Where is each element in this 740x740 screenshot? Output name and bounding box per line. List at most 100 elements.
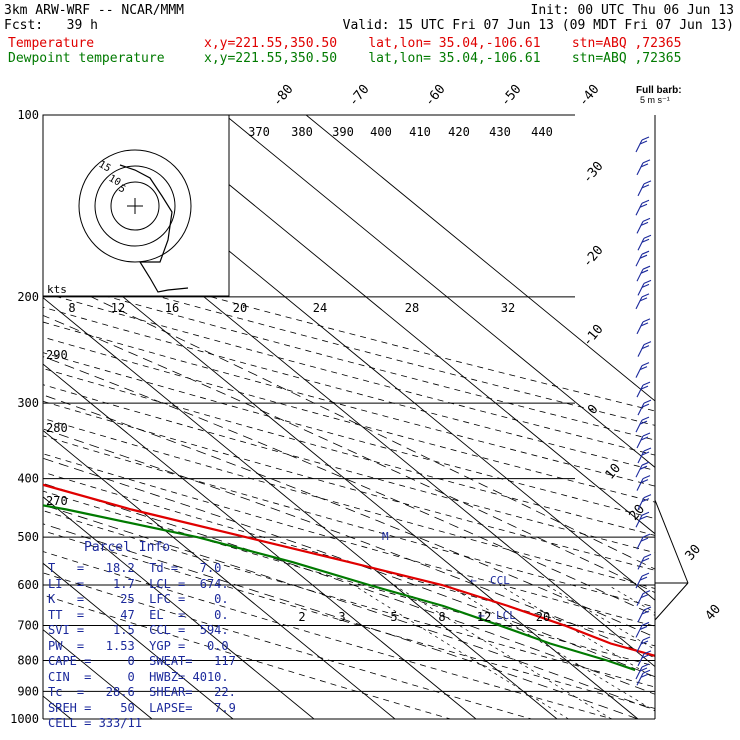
pressure-tick-label: 900 — [17, 684, 39, 698]
wind-barb-flag — [643, 494, 652, 499]
wind-barb-flag — [641, 557, 650, 562]
wind-barb — [637, 180, 652, 197]
wind-barb — [636, 475, 651, 491]
forecast-hour: Fcst: 39 h — [4, 18, 98, 33]
low-mixing-ratio-label: 2 — [298, 610, 305, 624]
isotherm-label: -30 — [580, 159, 607, 187]
wind-barb-flag — [641, 621, 650, 626]
wind-barb-flag — [641, 345, 650, 350]
dry-adiabat-line — [43, 551, 614, 719]
wind-barb — [635, 293, 650, 310]
wind-barb-flag — [642, 669, 651, 674]
isotherm-label: -60 — [422, 82, 449, 110]
boundary-line — [654, 499, 689, 584]
theta-label: 430 — [489, 125, 511, 139]
wind-barb-flag — [643, 279, 652, 284]
wind-barb-shaft — [635, 625, 643, 638]
wind-barb-flag — [641, 283, 650, 288]
isotherm-label: 40 — [703, 602, 725, 624]
wind-barb-flag — [639, 515, 648, 520]
wind-barb — [637, 447, 652, 464]
isotherm-line — [43, 297, 558, 719]
wind-barb — [635, 250, 650, 267]
wind-barb-flag — [641, 136, 650, 141]
isotherm-label: -40 — [576, 82, 603, 110]
wind-barb-flag — [643, 341, 652, 346]
dry-adiabat-line — [43, 530, 655, 709]
mixing-ratio-line — [607, 584, 655, 614]
isotherm-label: -10 — [580, 322, 607, 350]
wind-barb-shaft — [637, 183, 645, 197]
isotherm-line — [43, 496, 315, 719]
isotherm-line — [43, 562, 234, 719]
wind-barb-shaft — [637, 238, 645, 251]
wind-barb-flag — [640, 221, 649, 226]
parcel-info-row: K = 25 LFC = 0. — [48, 592, 229, 606]
wind-barb-flag — [641, 572, 650, 577]
wind-barb-shaft — [637, 609, 645, 623]
dry-adiabat-line — [43, 278, 655, 441]
mixing-ratio-label: 28 — [405, 301, 419, 315]
parcel-info-row: CELL = 333/11 — [48, 716, 142, 730]
isotherm-label: 0 — [585, 402, 602, 418]
wind-barb — [636, 590, 651, 606]
wind-barb-flag — [641, 511, 650, 516]
wind-barb-flag — [643, 447, 652, 452]
theta-label: 380 — [291, 125, 313, 139]
wind-barb-flag — [642, 636, 651, 641]
wind-barb-flag — [639, 576, 648, 581]
full-barb-label: Full barb: — [636, 85, 682, 96]
wind-barb — [635, 136, 650, 153]
ccl-arrow: ← — [470, 574, 477, 587]
wind-barb-flag — [640, 436, 649, 441]
wind-barb — [637, 553, 652, 570]
wind-barb-flag — [642, 217, 651, 222]
mixing-ratio-label: 16 — [165, 301, 179, 315]
wind-barb — [635, 362, 650, 378]
wind-barb-flag — [640, 322, 649, 327]
wind-barb-flag — [641, 199, 650, 204]
wind-barb — [635, 663, 650, 680]
parcel-info-title: Parcel Info — [84, 540, 171, 555]
wind-barb-flag — [641, 250, 650, 255]
wind-barb-flag — [643, 606, 652, 611]
pressure-tick-label: 600 — [17, 578, 39, 592]
wind-barb — [636, 318, 651, 335]
wind-barb-shaft — [636, 536, 644, 550]
isotherm-label: -50 — [498, 82, 525, 110]
wind-barb-flag — [642, 533, 651, 538]
dry-adiabat-line — [43, 490, 655, 667]
wind-barb-flag — [639, 366, 648, 371]
wind-barb-flag — [642, 318, 651, 323]
wind-barb — [637, 279, 652, 296]
wind-barb — [637, 341, 652, 357]
isotherm-line — [43, 363, 477, 719]
theta-label: 410 — [409, 125, 431, 139]
wind-barb-flag — [641, 238, 650, 243]
isotherm-label: 20 — [627, 502, 649, 524]
low-mixing-ratio-label: 5 — [390, 610, 397, 624]
wind-barb — [635, 621, 650, 638]
wind-barb-shaft — [636, 321, 644, 335]
wind-barb — [635, 199, 650, 216]
wind-barb-flag — [640, 673, 649, 678]
moist-adiabat-line — [90, 296, 655, 570]
isotherm-line — [43, 429, 396, 719]
mixing-ratio-label: 32 — [501, 301, 515, 315]
dry-adiabat-line — [43, 510, 655, 688]
dry-adiabat-line — [43, 321, 655, 487]
parcel-info-row: SVI = 1.5 CCL = 594. — [48, 623, 229, 637]
wind-barb — [637, 494, 652, 510]
wind-barb-flag — [643, 399, 652, 404]
pressure-tick-label: 400 — [17, 472, 39, 486]
theta-label: 370 — [248, 125, 270, 139]
moist-adiabat-line — [43, 428, 655, 659]
dry-adiabat-line — [43, 417, 655, 589]
model-title: 3km ARW-WRF -- NCAR/MMM — [4, 3, 185, 18]
wind-barb-shaft — [635, 253, 643, 267]
pressure-tick-label: 200 — [17, 290, 39, 304]
theta-label: 390 — [332, 125, 354, 139]
wind-barb — [636, 217, 651, 234]
wind-barb-flag — [639, 140, 648, 145]
